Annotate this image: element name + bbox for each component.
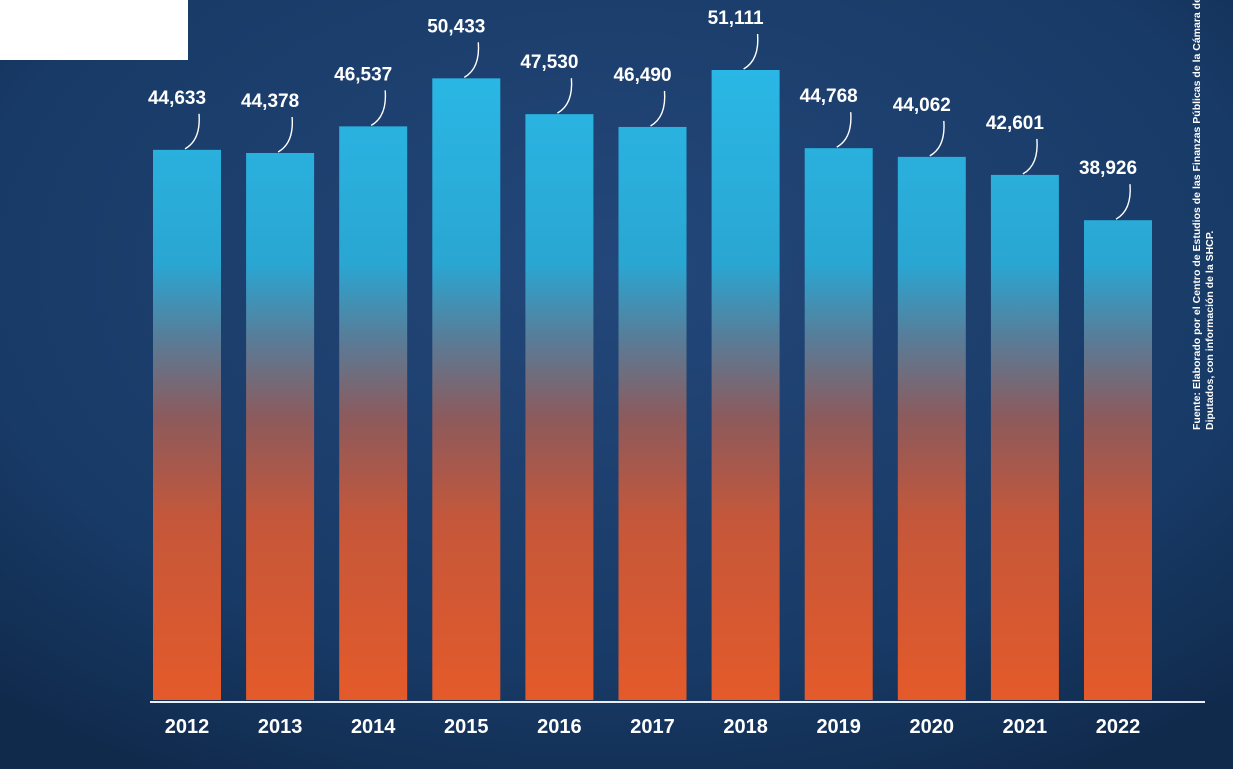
leader-line-2014: [370, 90, 387, 126]
x-tick-2022: 2022: [1096, 716, 1141, 738]
source-note-text: Fuente: Elaborado por el Centro de Estud…: [1191, 0, 1216, 430]
bar-2022: [1084, 220, 1152, 700]
value-label-2015: 50,433: [427, 16, 485, 37]
value-label-2019: 44,768: [800, 86, 858, 107]
x-tick-2013: 2013: [258, 716, 303, 738]
leader-line-2017: [650, 90, 666, 127]
x-tick-2021: 2021: [1003, 716, 1048, 738]
leader-line-2018: [743, 33, 759, 70]
bar-2016: [525, 114, 594, 700]
leader-line-2022: [1115, 184, 1131, 220]
bar-2013: [246, 152, 315, 701]
x-tick-2020: 2020: [910, 716, 955, 738]
value-labels-group: 44,633 44,378 46,537 50,433 47,530 46,490 51,1…: [148, 8, 1137, 179]
bar-2017: [618, 126, 687, 700]
x-tick-2016: 2016: [537, 716, 582, 738]
bar-2020: [897, 156, 966, 700]
value-label-2012: 44,633: [148, 88, 206, 109]
value-label-2018: 51,111: [708, 8, 764, 29]
value-label-2022: 38,926: [1079, 158, 1137, 179]
value-label-2013: 44,378: [241, 91, 299, 112]
leader-line-2015: [463, 42, 480, 78]
x-tick-2015: 2015: [444, 716, 489, 738]
value-label-2021: 42,601: [986, 113, 1045, 134]
x-tick-2018: 2018: [723, 716, 768, 738]
bar-2018: [711, 70, 780, 700]
leader-line-2020: [929, 120, 945, 157]
source-note: Fuente: Elaborado por el Centro de Estud…: [1185, 0, 1225, 440]
leader-line-2019: [836, 112, 852, 148]
white-corner-box: [0, 0, 188, 60]
x-tick-labels-group: 2012 2013 2014 2015 2016 2017 2018 2019 2020 2021…: [165, 716, 1141, 738]
bar-2012: [153, 149, 221, 700]
bar-2019: [804, 148, 873, 700]
leader-line-2016: [557, 78, 573, 114]
bars-group: [153, 70, 1152, 701]
bar-2014: [339, 126, 408, 701]
bar-2015: [432, 78, 501, 700]
x-tick-2017: 2017: [630, 716, 675, 738]
leader-lines-group: [184, 33, 1131, 220]
x-tick-2014: 2014: [351, 716, 396, 738]
x-tick-2012: 2012: [165, 716, 210, 738]
bar-2021: [990, 174, 1059, 700]
leader-line-2013: [277, 116, 294, 153]
value-label-2014: 46,537: [334, 64, 392, 85]
value-label-2017: 46,490: [613, 65, 671, 86]
leader-line-2021: [1022, 138, 1038, 175]
value-label-2016: 47,530: [520, 52, 578, 73]
value-label-2020: 44,062: [893, 95, 951, 116]
leader-line-2012: [184, 113, 200, 150]
x-tick-2019: 2019: [816, 716, 861, 738]
